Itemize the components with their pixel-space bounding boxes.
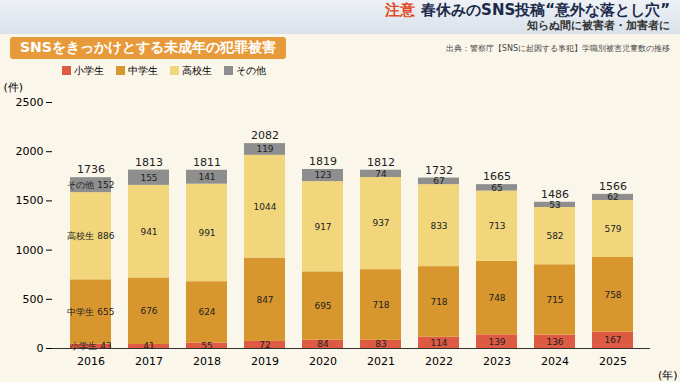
svg-text:917: 917 [314, 222, 331, 232]
svg-text:67: 67 [433, 176, 444, 186]
svg-text:2022: 2022 [425, 355, 453, 368]
svg-text:114: 114 [430, 338, 447, 348]
svg-text:2023: 2023 [483, 355, 511, 368]
html-text:小学生: 小学生 [74, 65, 104, 76]
svg-text:1000: 1000 [16, 244, 44, 257]
svg-text:1665: 1665 [483, 170, 511, 183]
svg-text:84: 84 [317, 339, 329, 349]
svg-text:2021: 2021 [367, 355, 395, 368]
svg-text:582: 582 [546, 231, 563, 241]
svg-text:2500: 2500 [16, 96, 44, 109]
svg-text:2024: 2024 [541, 355, 569, 368]
svg-text:758: 758 [604, 290, 621, 300]
svg-text:41: 41 [143, 341, 154, 351]
svg-text:2082: 2082 [251, 129, 279, 142]
html-text:その他: その他 [236, 65, 266, 76]
svg-text:1819: 1819 [309, 155, 337, 168]
svg-text:500: 500 [23, 293, 44, 306]
svg-text:139: 139 [488, 337, 505, 347]
svg-text:941: 941 [140, 227, 157, 237]
svg-text:695: 695 [314, 301, 331, 311]
svg-text:718: 718 [430, 297, 447, 307]
svg-text:1486: 1486 [541, 188, 569, 201]
svg-text:1812: 1812 [367, 156, 395, 169]
html-text:知らぬ間に被害者・加害者に: 知らぬ間に被害者・加害者に [527, 18, 670, 32]
html-text:中学生: 中学生 [128, 65, 158, 76]
svg-text:1500: 1500 [16, 194, 44, 207]
svg-text:1736: 1736 [77, 163, 105, 176]
svg-text:83: 83 [375, 339, 386, 349]
svg-text:1044: 1044 [254, 202, 277, 212]
html-text:出典：警察庁【SNSに起因する事犯】学職別被害児童数の推移: 出典：警察庁【SNSに起因する事犯】学職別被害児童数の推移 [445, 43, 670, 53]
html-text:注意 春休みのSNS投稿“意外な落とし穴”: 注意 春休みのSNS投稿“意外な落とし穴” [385, 0, 670, 19]
svg-text:72: 72 [259, 340, 270, 350]
svg-text:937: 937 [372, 218, 389, 228]
svg-text:小学生 43: 小学生 43 [70, 341, 111, 351]
svg-text:1566: 1566 [599, 180, 627, 193]
svg-text:715: 715 [546, 295, 563, 305]
svg-text:847: 847 [256, 295, 273, 305]
svg-text:中学生 655: 中学生 655 [67, 307, 114, 317]
svg-text:その他 152: その他 152 [67, 180, 114, 190]
svg-text:65: 65 [491, 183, 502, 193]
svg-text:713: 713 [488, 221, 505, 231]
svg-text:676: 676 [140, 306, 157, 316]
svg-text:1732: 1732 [425, 164, 453, 177]
svg-text:0: 0 [37, 342, 44, 355]
svg-text:55: 55 [201, 341, 212, 351]
svg-text:624: 624 [198, 307, 215, 317]
html-text:高校生: 高校生 [182, 65, 212, 76]
svg-text:579: 579 [604, 224, 621, 234]
svg-text:833: 833 [430, 221, 447, 231]
svg-text:991: 991 [198, 228, 215, 238]
svg-text:74: 74 [375, 169, 387, 179]
svg-text:2018: 2018 [193, 355, 221, 368]
svg-text:1813: 1813 [135, 156, 163, 169]
svg-text:119: 119 [256, 144, 273, 154]
svg-text:53: 53 [549, 200, 560, 210]
svg-text:2017: 2017 [135, 355, 163, 368]
html-text:SNSをきっかけとする未成年の犯罪被害: SNSをきっかけとする未成年の犯罪被害 [20, 39, 276, 55]
svg-text:167: 167 [604, 335, 621, 345]
svg-text:718: 718 [372, 300, 389, 310]
svg-text:748: 748 [488, 293, 505, 303]
svg-text:(件): (件) [4, 81, 24, 94]
svg-text:1811: 1811 [193, 156, 221, 169]
svg-text:123: 123 [314, 170, 331, 180]
svg-text:155: 155 [140, 173, 157, 183]
svg-text:2020: 2020 [309, 355, 337, 368]
svg-text:(年): (年) [658, 369, 678, 382]
svg-text:2025: 2025 [599, 355, 627, 368]
svg-text:141: 141 [198, 172, 215, 182]
svg-text:62: 62 [607, 192, 618, 202]
svg-text:2000: 2000 [16, 145, 44, 158]
svg-text:2016: 2016 [77, 355, 105, 368]
svg-text:136: 136 [546, 337, 563, 347]
svg-text:高校生 886: 高校生 886 [67, 231, 114, 241]
svg-text:2019: 2019 [251, 355, 279, 368]
